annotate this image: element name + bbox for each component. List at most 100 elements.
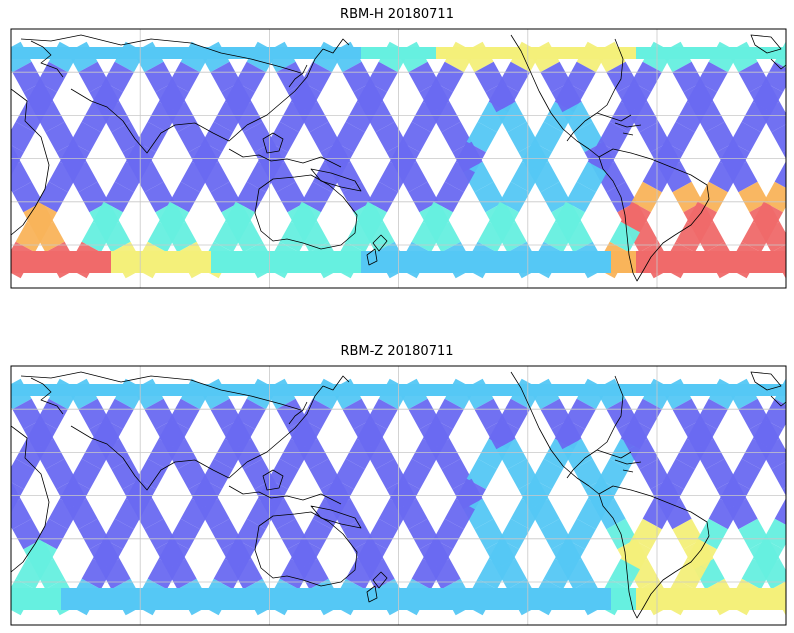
swath-strip-bottom (661, 588, 687, 610)
swath-segment (752, 538, 783, 570)
swath-segment (199, 161, 230, 193)
swath-segment (675, 221, 706, 253)
swath-strip-bottom (511, 588, 537, 610)
swath-segment (45, 458, 76, 490)
swath-segment (202, 121, 233, 153)
swath-segment (433, 518, 464, 550)
swath-strip-top (686, 47, 712, 59)
swath-segment (763, 398, 786, 430)
swath-segment (529, 498, 560, 530)
swath-segment (136, 458, 167, 490)
swath-segment (565, 398, 596, 430)
swath-segment (331, 161, 362, 193)
swath-strip-top (286, 47, 312, 59)
swath-segment (235, 61, 266, 93)
swath-segment (23, 418, 54, 450)
swath-segment (265, 498, 296, 530)
swath-segment (11, 458, 35, 490)
swath-segment (576, 498, 607, 530)
coast-south-america (598, 485, 710, 619)
swath-segment (576, 161, 607, 193)
swath-strip-top (711, 384, 737, 396)
swath-segment (210, 181, 241, 213)
swath-strip-bottom (311, 588, 337, 610)
swath-segment (276, 518, 307, 550)
coast-newzealand (366, 234, 388, 266)
swath-strip-top (211, 47, 237, 59)
swath-segment (708, 161, 739, 193)
swath-segment (133, 161, 164, 193)
swath-segment (389, 478, 420, 510)
swath-segment (11, 121, 35, 153)
swath-segment (639, 458, 670, 490)
swath-segment (389, 141, 420, 173)
swath-segment (34, 438, 65, 470)
swath-segment (749, 418, 780, 450)
coast-north-america (566, 38, 624, 142)
swath-segment (408, 518, 439, 550)
swath-strip-bottom (361, 588, 387, 610)
swath-segment (224, 538, 255, 570)
swath-segment (499, 61, 530, 93)
swath-segment (287, 418, 318, 450)
swath-segment (144, 61, 175, 93)
swath-segment (631, 61, 662, 93)
swath-segment (474, 61, 505, 93)
coast-china (246, 48, 324, 126)
swath-segment (11, 601, 13, 606)
swath-segment (367, 181, 398, 213)
swath-strip-bottom (286, 588, 312, 610)
swath-strip-bottom (186, 251, 212, 273)
swath-segment (11, 508, 13, 513)
swath-strip-bottom (211, 588, 237, 610)
swath-strip-top (86, 47, 112, 59)
swath-segment (191, 478, 222, 510)
swath-segment (78, 61, 109, 93)
swath-strip-bottom (136, 588, 162, 610)
swath-strip-top (61, 384, 87, 396)
swath-strip-top (236, 47, 262, 59)
coast-north-america (566, 375, 624, 479)
swath-segment (331, 498, 362, 530)
swath-segment (521, 478, 552, 510)
swath-segment (653, 478, 684, 510)
swath-strip-bottom (286, 251, 312, 273)
swath-strip-bottom (111, 251, 137, 273)
swath-segment (257, 141, 288, 173)
swath-segment (631, 518, 662, 550)
swath-segment (59, 141, 90, 173)
swath-segment (342, 61, 373, 93)
swath-segment (221, 81, 252, 113)
swath-segment (529, 161, 560, 193)
swath-segment (760, 438, 786, 470)
swath-segment (364, 101, 395, 133)
swath-segment (180, 498, 211, 530)
swath-segment (485, 418, 516, 450)
coast-central-america (538, 427, 600, 495)
coast-japan (288, 64, 308, 88)
swath-segment (620, 538, 651, 570)
swath-strip-top (136, 47, 162, 59)
swath-strip-bottom (186, 588, 212, 610)
swath-segment (708, 498, 739, 530)
swath-segment (177, 458, 208, 490)
swath-segment (155, 81, 186, 113)
swath-segment (48, 498, 79, 530)
swath-segment (411, 558, 442, 590)
swath-segment (400, 121, 431, 153)
swath-segment (540, 398, 571, 430)
swath-segment (477, 221, 508, 253)
swath-segment (573, 458, 604, 490)
swath-segment (279, 558, 310, 590)
swath-segment (562, 438, 593, 470)
swath-segment (694, 438, 725, 470)
swath-segment (694, 101, 725, 133)
swath-strip-bottom (36, 251, 62, 273)
swath-strip-top (111, 47, 137, 59)
swath-segment (26, 538, 57, 570)
swath-segment (617, 418, 648, 450)
swath-strip-bottom (761, 251, 786, 273)
swath-strip-top (436, 384, 462, 396)
swath-segment (26, 201, 57, 233)
coast-caribbean (614, 459, 642, 473)
